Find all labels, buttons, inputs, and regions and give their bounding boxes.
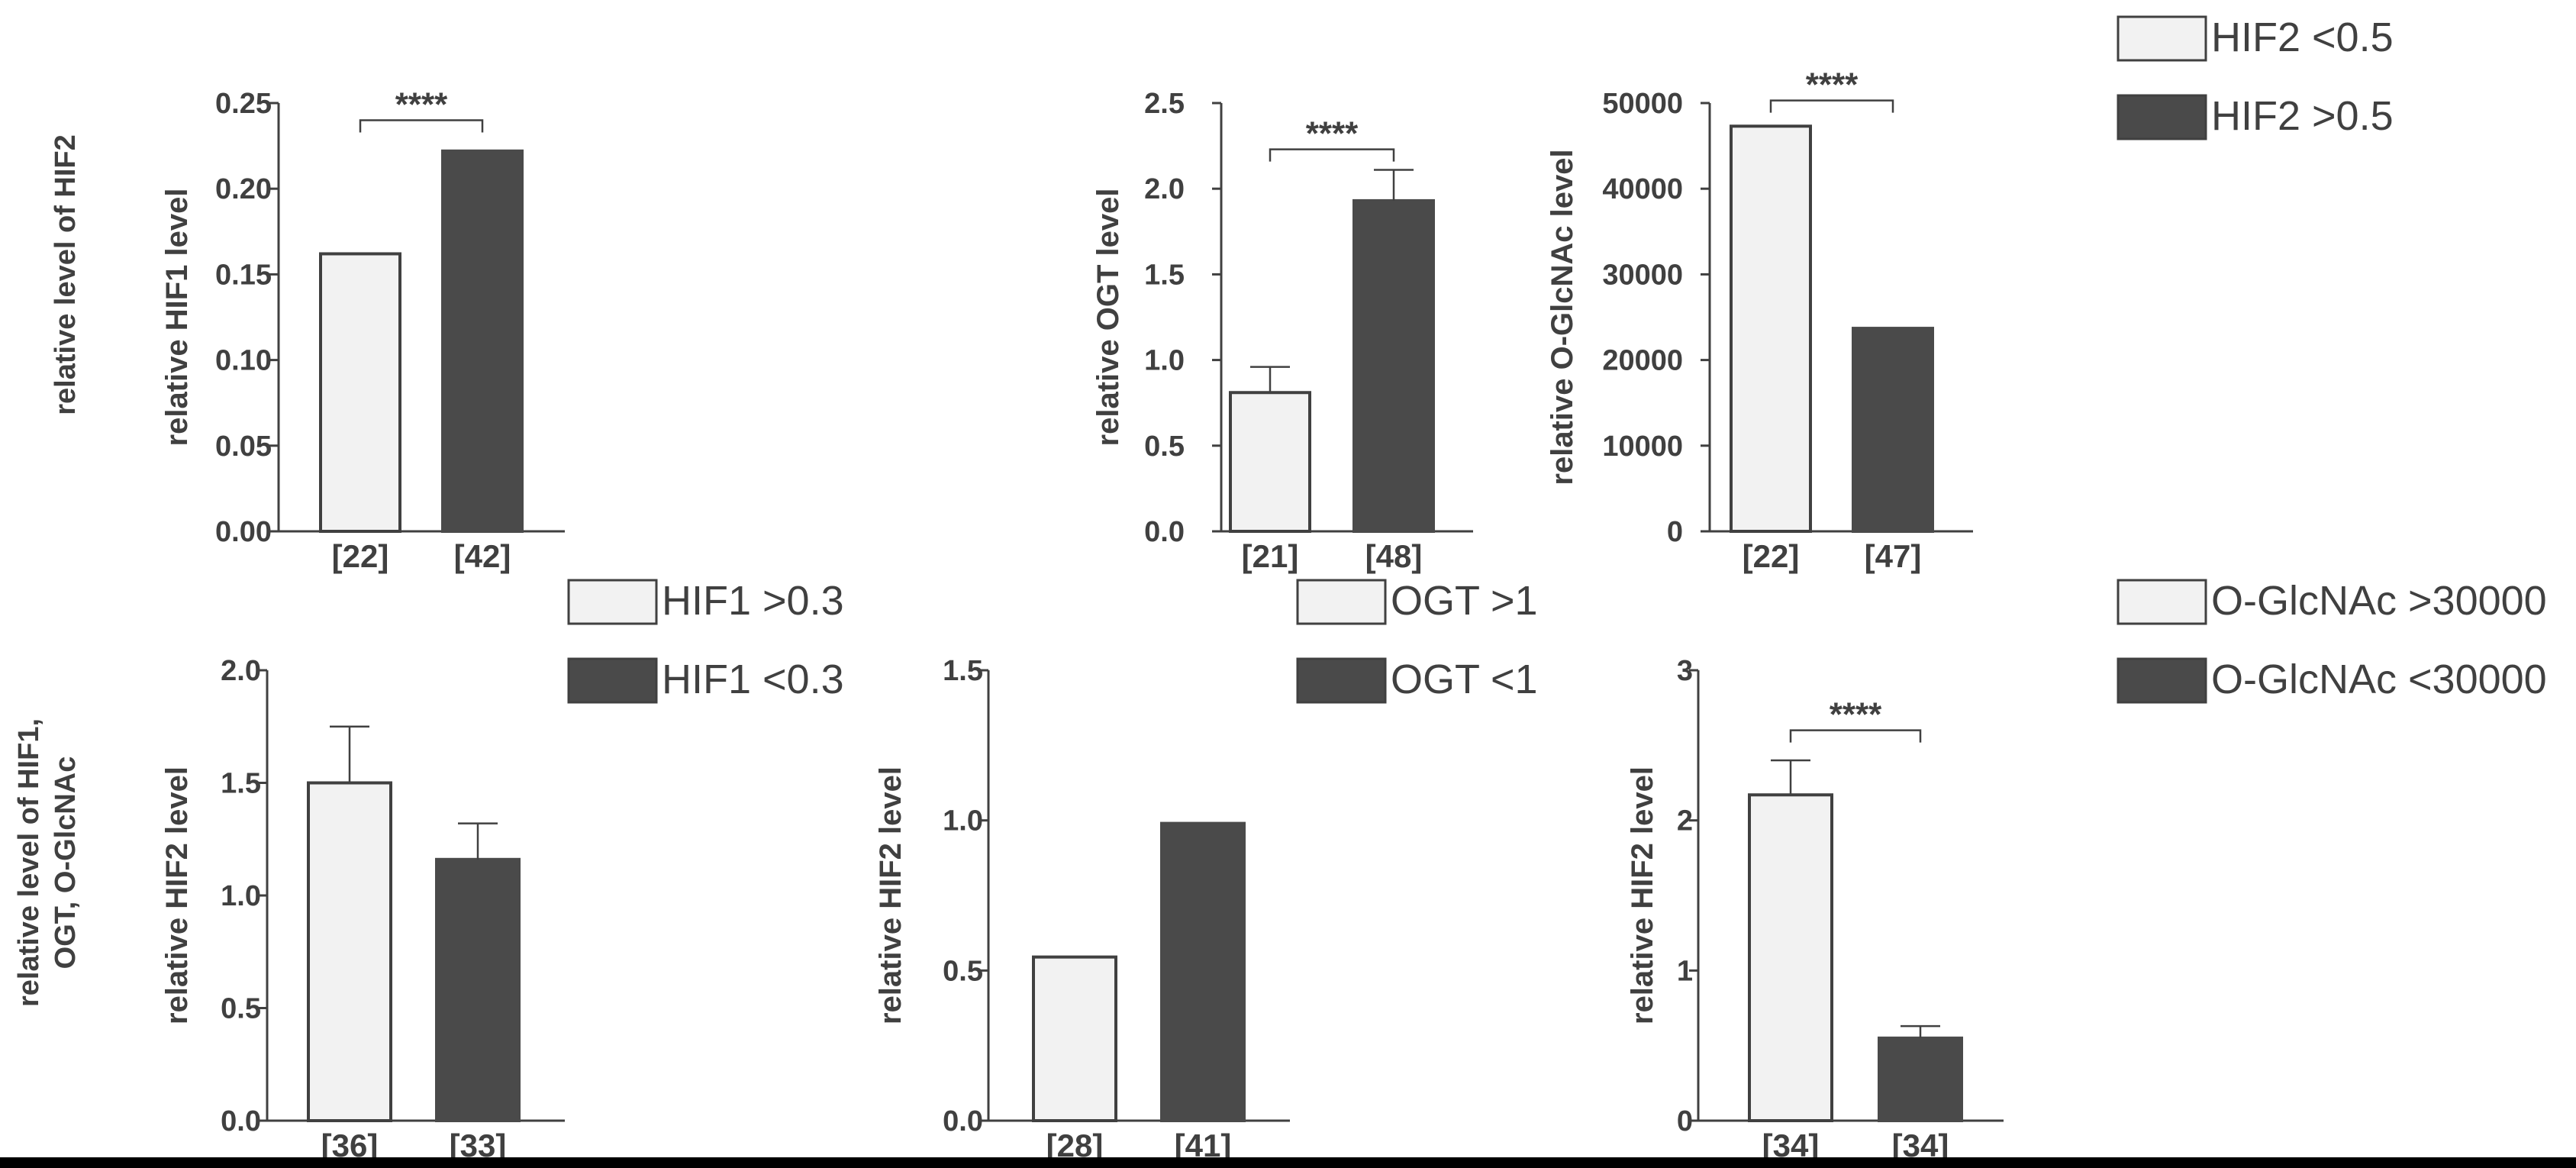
legend-label: O-GlcNAc <30000	[2211, 657, 2547, 702]
y-tick-label: 0.5	[943, 955, 983, 987]
y-axis-title: relative HIF2 level	[1626, 766, 1659, 1024]
row-label-bottom-line2: OGT, O-GlcNAc	[50, 757, 82, 970]
legend-label: OGT <1	[1391, 657, 1538, 702]
y-tick-label: 0	[1677, 1105, 1693, 1137]
y-tick-label: 0	[1667, 516, 1683, 548]
x-category-label: [47]	[1865, 538, 1922, 574]
bar-high-group	[1352, 198, 1435, 533]
legend-label: O-GlcNAc >30000	[2211, 578, 2547, 624]
row-label-top: relative level of HIF2	[50, 134, 82, 415]
y-tick-label: 0.15	[215, 259, 272, 291]
y-tick-label: 0.5	[221, 993, 261, 1025]
legend-swatch	[567, 657, 658, 704]
y-axis-title: relative HIF2 level	[874, 766, 908, 1024]
significance-label: ****	[395, 86, 448, 123]
x-category-label: [22]	[1743, 538, 1800, 574]
significance-label: ****	[1806, 66, 1859, 104]
y-tick-label: 0.20	[215, 173, 272, 205]
significance-bracket	[1789, 729, 1922, 743]
bar-high-group	[435, 857, 521, 1123]
legend-hif2: HIF2 <0.5 HIF2 >0.5	[2117, 15, 2394, 140]
legend-swatch	[1296, 579, 1387, 625]
legend-swatch	[2117, 657, 2207, 704]
y-axis-title: relative HIF2 level	[160, 766, 194, 1024]
bottom-border	[0, 1157, 2576, 1168]
legend-swatch	[2117, 15, 2207, 62]
y-tick-label: 2.0	[1144, 173, 1185, 205]
legend-swatch	[2117, 94, 2207, 140]
x-category-label: [48]	[1365, 538, 1423, 574]
legends: HIF2 <0.5 HIF2 >0.5 HIF1 >0.3 HIF1 <0.3 OGT …	[567, 15, 2547, 704]
y-tick-label: 0.0	[1144, 516, 1185, 548]
chart-ogt-by-hif2: 0.0 0.5 1.0 1.5 2.0 2.5 relative OGT level [21]…	[1091, 88, 1473, 574]
legend-label: HIF1 >0.3	[662, 578, 844, 624]
bar-high-group	[1160, 821, 1246, 1122]
y-tick-label: 0.0	[943, 1105, 983, 1137]
y-tick-label: 1.0	[943, 805, 983, 837]
y-tick-label: 1.5	[1144, 259, 1185, 291]
x-category-label: [21]	[1242, 538, 1299, 574]
bar-low-group	[1730, 124, 1812, 533]
bar-high-group	[1878, 1036, 1963, 1123]
x-category-label: [22]	[332, 538, 389, 574]
y-axis-title: relative HIF1 level	[160, 189, 194, 447]
significance-label: ****	[1830, 696, 1882, 734]
y-tick-label: 0.25	[215, 88, 272, 120]
bar-high-group	[1852, 327, 1934, 533]
legend-label: HIF2 <0.5	[2211, 15, 2394, 60]
x-category-label: [42]	[454, 538, 511, 574]
legend-label: OGT >1	[1391, 578, 1538, 624]
bar-low-group	[1032, 955, 1117, 1122]
y-tick-label: 1.0	[221, 880, 261, 912]
legend-swatch	[567, 579, 658, 625]
row-label-bottom-line1: relative level of HIF1,	[13, 718, 45, 1007]
y-tick-label: 0.00	[215, 516, 272, 548]
y-tick-label: 40000	[1602, 173, 1683, 205]
significance-bracket	[359, 119, 484, 133]
legend-ogt: OGT >1 OGT <1	[1296, 578, 1538, 704]
y-tick-label: 2.5	[1144, 88, 1185, 120]
y-tick-label: 0.0	[221, 1105, 261, 1137]
bar-low-group	[319, 252, 401, 533]
y-tick-label: 1.5	[943, 655, 983, 687]
legend-swatch	[2117, 579, 2207, 625]
legend-label: HIF1 <0.3	[662, 657, 844, 702]
bar-low-group	[307, 781, 392, 1122]
y-tick-label: 2	[1677, 805, 1693, 837]
y-tick-label: 0.10	[215, 345, 272, 377]
y-tick-label: 1	[1677, 955, 1693, 987]
y-tick-label: 30000	[1602, 259, 1683, 291]
y-tick-label: 0.5	[1144, 431, 1185, 463]
y-axis-title: relative O-GlcNAc level	[1546, 149, 1579, 485]
y-tick-label: 1.0	[1144, 345, 1185, 377]
y-tick-label: 3	[1677, 655, 1693, 687]
significance-label: ****	[1306, 115, 1359, 153]
y-tick-label: 0.05	[215, 431, 272, 463]
bar-low-group	[1748, 793, 1833, 1122]
significance-bracket	[1769, 99, 1894, 113]
chart-hif1-by-hif2: 0.00 0.05 0.10 0.15 0.20 0.25 relative HIF1 le…	[160, 86, 565, 574]
legend-oglcnac: O-GlcNAc >30000 O-GlcNAc <30000	[2117, 578, 2547, 704]
legend-hif1: HIF1 >0.3 HIF1 <0.3	[567, 578, 844, 704]
y-tick-label: 20000	[1602, 345, 1683, 377]
y-axis-title: relative OGT level	[1091, 189, 1125, 447]
bar-high-group	[441, 149, 524, 533]
legend-swatch	[1296, 657, 1387, 704]
bar-low-group	[1229, 391, 1311, 534]
chart-oglcnac-by-hif2: 0 10000 20000 30000 40000 50000 relative O-Glc…	[1546, 66, 1973, 574]
y-tick-label: 10000	[1602, 431, 1683, 463]
significance-bracket	[1269, 148, 1395, 162]
y-tick-label: 2.0	[221, 655, 261, 687]
y-tick-label: 1.5	[221, 768, 261, 800]
legend-label: HIF2 >0.5	[2211, 93, 2394, 139]
y-tick-label: 50000	[1602, 88, 1683, 120]
